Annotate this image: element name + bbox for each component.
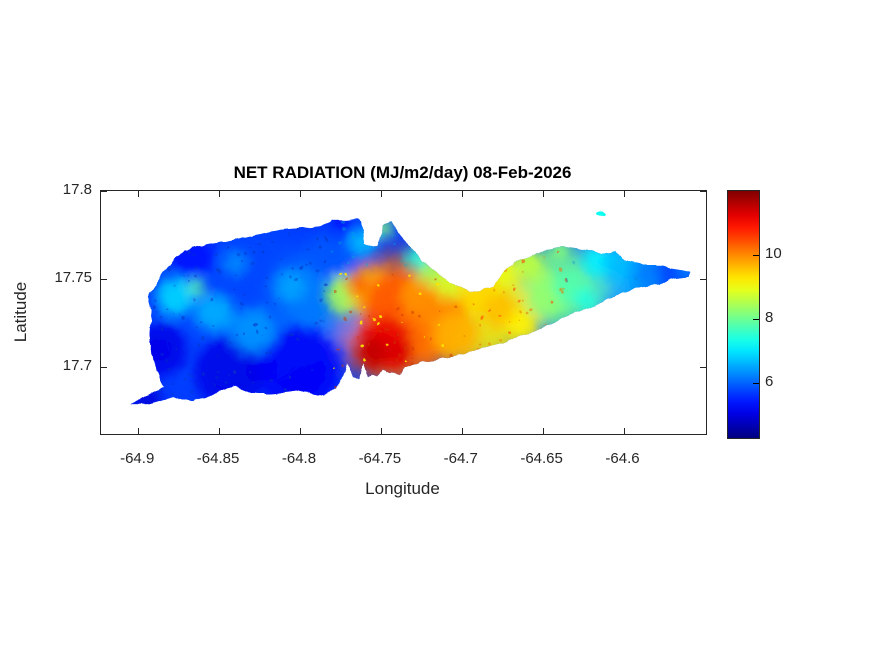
x-tick-mark-bottom bbox=[219, 428, 220, 434]
x-tick-mark-top bbox=[300, 191, 301, 197]
chart-title: NET RADIATION (MJ/m2/day) 08-Feb-2026 bbox=[233, 163, 572, 182]
y-tick-mark-right bbox=[700, 191, 706, 192]
x-tick-mark-bottom bbox=[543, 428, 544, 434]
x-tick-label: -64.7 bbox=[443, 450, 478, 467]
x-tick-mark-bottom bbox=[381, 428, 382, 434]
net-radiation-heatmap bbox=[131, 211, 692, 405]
x-tick-mark-bottom bbox=[624, 428, 625, 434]
x-tick-mark-top bbox=[219, 191, 220, 197]
y-tick-label: 17.7 bbox=[62, 357, 92, 375]
x-tick-label: -64.65 bbox=[520, 450, 563, 467]
colorbar-tick-label: 10 bbox=[765, 245, 782, 263]
colorbar bbox=[727, 190, 760, 439]
x-tick-mark-bottom bbox=[300, 428, 301, 434]
y-axis-label: Latitude bbox=[11, 281, 30, 343]
y-tick-mark-right bbox=[700, 279, 706, 280]
colorbar-tick-mark bbox=[753, 255, 759, 256]
colorbar-tick-label: 6 bbox=[765, 373, 774, 391]
colorbar-tick-mark bbox=[753, 319, 759, 320]
x-tick-label: -64.75 bbox=[358, 450, 402, 467]
x-tick-label: -64.9 bbox=[120, 450, 155, 467]
colorbar-tick-mark bbox=[753, 383, 759, 384]
x-tick-mark-bottom bbox=[138, 428, 139, 434]
y-tick-mark-left bbox=[101, 191, 107, 192]
x-tick-mark-bottom bbox=[462, 428, 463, 434]
y-tick-label: 17.75 bbox=[54, 269, 92, 287]
y-tick-mark-right bbox=[700, 367, 706, 368]
y-tick-mark-left bbox=[101, 279, 107, 280]
y-tick-mark-left bbox=[101, 367, 107, 368]
colorbar-tick-label: 8 bbox=[765, 309, 774, 327]
x-tick-mark-top bbox=[462, 191, 463, 197]
x-tick-label: -64.85 bbox=[196, 450, 240, 467]
x-tick-mark-top bbox=[624, 191, 625, 197]
y-tick-label: 17.8 bbox=[62, 181, 92, 198]
plot-area bbox=[100, 190, 707, 435]
x-tick-label: -64.8 bbox=[281, 450, 317, 467]
x-axis-label: Longitude bbox=[365, 479, 440, 498]
x-tick-mark-top bbox=[381, 191, 382, 197]
x-tick-mark-top bbox=[543, 191, 544, 197]
x-tick-mark-top bbox=[138, 191, 139, 197]
x-tick-label: -64.6 bbox=[605, 450, 640, 467]
